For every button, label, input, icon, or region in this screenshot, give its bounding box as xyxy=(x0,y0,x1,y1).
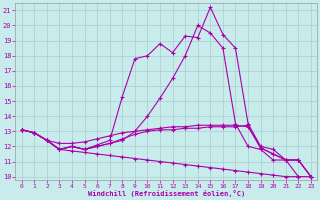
X-axis label: Windchill (Refroidissement éolien,°C): Windchill (Refroidissement éolien,°C) xyxy=(88,190,245,197)
